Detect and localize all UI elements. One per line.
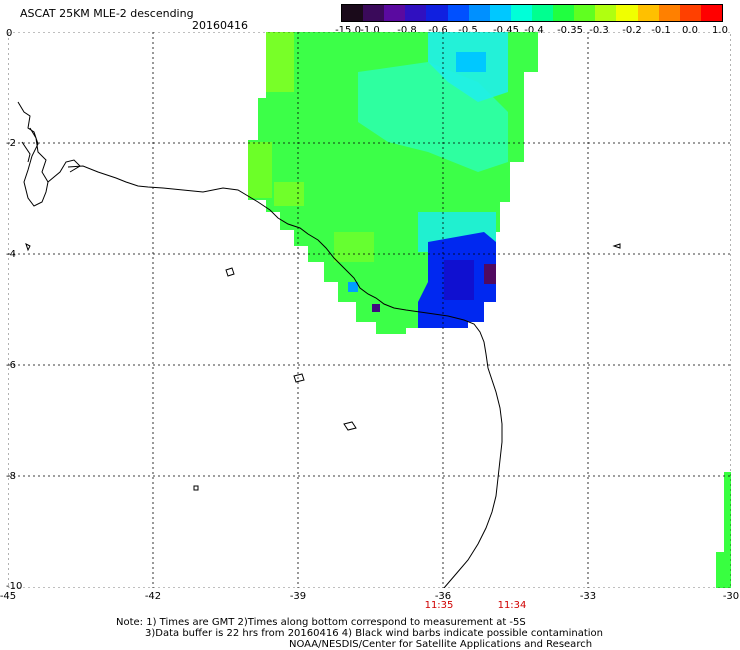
coastline xyxy=(17,101,621,588)
color-scale-segment xyxy=(447,5,469,21)
longitude-label: -36 xyxy=(434,591,452,602)
color-scale-segment xyxy=(384,5,406,21)
color-scale-label: -0.6 xyxy=(428,25,448,36)
color-scale-label: -0.1 xyxy=(651,25,671,36)
swath-purple-cell xyxy=(372,304,380,312)
color-scale-segment xyxy=(468,5,490,21)
color-scale-segment xyxy=(574,5,596,21)
color-scale-label: -0.35 xyxy=(557,25,583,36)
note-line-1: Note: 1) Times are GMT 2)Times along bot… xyxy=(116,617,526,628)
longitude-label: -33 xyxy=(579,591,597,602)
color-scale-segment xyxy=(510,5,532,21)
island xyxy=(193,485,199,491)
map-title: ASCAT 25KM MLE-2 descending xyxy=(20,7,194,20)
color-scale-label: -0.3 xyxy=(589,25,609,36)
coast-inlet xyxy=(47,159,81,183)
latitude-label: -8 xyxy=(6,471,16,482)
lat-lon-grid xyxy=(8,32,731,588)
color-scale-segment xyxy=(553,5,575,21)
island xyxy=(25,243,31,252)
note-line-3: NOAA/NESDIS/Center for Satellite Applica… xyxy=(289,639,593,650)
brazil-coastline xyxy=(67,165,503,588)
color-scale-label: -0.2 xyxy=(622,25,642,36)
swath-deep-blue xyxy=(444,260,474,300)
swath-edge-fragment xyxy=(716,472,731,588)
color-scale-label: -0.45 xyxy=(493,25,519,36)
color-scale-segment xyxy=(342,5,364,21)
longitude-label: -30 xyxy=(722,591,740,602)
swath-patch xyxy=(248,142,272,198)
longitude-label: -42 xyxy=(144,591,162,602)
color-scale-segment xyxy=(679,5,701,21)
color-scale-segment xyxy=(405,5,427,21)
measurement-time-label: 11:35 xyxy=(424,600,454,611)
latitude-label: -4 xyxy=(6,249,16,260)
latitude-label: -6 xyxy=(6,360,16,371)
swath-patch xyxy=(266,32,294,92)
latitude-label: -10 xyxy=(6,581,23,592)
swath-patch xyxy=(274,182,304,206)
color-scale-segment xyxy=(595,5,617,21)
latitude-label: -2 xyxy=(6,138,16,149)
color-scale-segment xyxy=(616,5,638,21)
longitude-label: -45 xyxy=(0,591,17,602)
color-scale-segment xyxy=(363,5,385,21)
swath-blue-patch xyxy=(456,52,486,72)
swath-patch xyxy=(334,232,374,262)
island xyxy=(612,243,621,249)
color-scale-segment xyxy=(700,5,722,21)
color-scale-label: -1.0 xyxy=(360,25,380,36)
color-scale-segment xyxy=(489,5,511,21)
island xyxy=(293,373,305,383)
color-scale-label: 0.0 xyxy=(682,25,698,36)
color-scale-bar xyxy=(341,4,723,22)
note-line-2: 3)Data buffer is 22 hrs from 20160416 4)… xyxy=(145,628,603,639)
color-scale-segment xyxy=(658,5,680,21)
longitude-label: -39 xyxy=(289,591,307,602)
island xyxy=(343,421,357,431)
island xyxy=(225,267,235,277)
color-scale-segment xyxy=(531,5,554,21)
wind-data-swath xyxy=(248,32,731,588)
color-scale-label: -0.4 xyxy=(524,25,544,36)
map-date: 20160416 xyxy=(192,19,248,32)
color-scale-label: -0.5 xyxy=(458,25,478,36)
swath-purple-cell xyxy=(484,264,496,284)
island-complex xyxy=(17,101,49,207)
color-scale-label: -15.0 xyxy=(335,25,361,36)
color-scale-label: -0.8 xyxy=(397,25,417,36)
measurement-time-label: 11:34 xyxy=(497,600,527,611)
color-scale-segment xyxy=(426,5,448,21)
latitude-label: 0 xyxy=(6,28,13,39)
color-scale-label: 1.0 xyxy=(712,25,728,36)
color-scale-segment xyxy=(637,5,659,21)
swath-blue-cell xyxy=(348,282,358,292)
map-plot-area xyxy=(8,32,731,588)
